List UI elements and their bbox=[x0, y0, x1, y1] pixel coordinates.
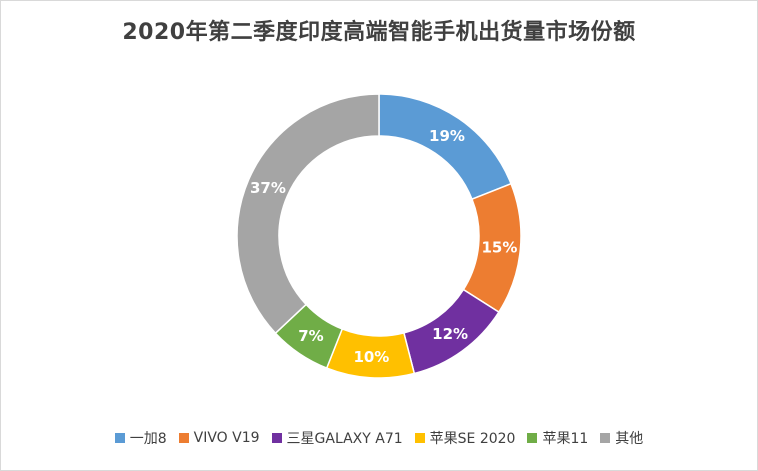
chart-title: 2020年第二季度印度高端智能手机出货量市场份额 bbox=[122, 20, 636, 45]
legend-label: 一加8 bbox=[129, 431, 167, 447]
legend-item-6: 其他 bbox=[600, 428, 643, 448]
chart-legend: 一加8 VIVO V19 三星GALAXY A71 苹果SE 2020 苹果11 其他 bbox=[0, 428, 758, 448]
data-label-3: 12% bbox=[432, 325, 468, 343]
legend-swatch bbox=[414, 433, 425, 443]
legend-swatch bbox=[600, 433, 611, 443]
legend-label: 其他 bbox=[615, 431, 644, 447]
legend-swatch bbox=[114, 433, 125, 443]
doughnut-slice-6 bbox=[236, 93, 380, 335]
data-label-4: 10% bbox=[353, 348, 389, 366]
legend-swatch bbox=[271, 433, 282, 443]
legend-item-5: 苹果11 bbox=[527, 428, 588, 448]
legend-label: 苹果SE 2020 bbox=[429, 431, 516, 447]
doughnut-slices bbox=[236, 93, 522, 379]
legend-item-2: VIVO V19 bbox=[178, 430, 260, 446]
legend-label: VIVO V19 bbox=[193, 430, 260, 446]
legend-swatch bbox=[178, 433, 189, 443]
legend-label: 苹果11 bbox=[542, 431, 589, 447]
data-label-1: 19% bbox=[429, 127, 465, 145]
doughnut-slice-1 bbox=[378, 93, 513, 201]
legend-item-1: 一加8 bbox=[114, 428, 167, 448]
data-label-5: 7% bbox=[298, 327, 323, 345]
legend-label: 三星GALAXY A71 bbox=[286, 431, 403, 447]
legend-item-4: 苹果SE 2020 bbox=[414, 428, 516, 448]
legend-item-3: 三星GALAXY A71 bbox=[271, 428, 403, 448]
doughnut-data-labels: 19% 15% 12% 10% 7% 37% bbox=[250, 127, 517, 366]
data-label-2: 15% bbox=[482, 238, 518, 256]
legend-swatch bbox=[527, 433, 538, 443]
data-label-6: 37% bbox=[250, 179, 286, 197]
